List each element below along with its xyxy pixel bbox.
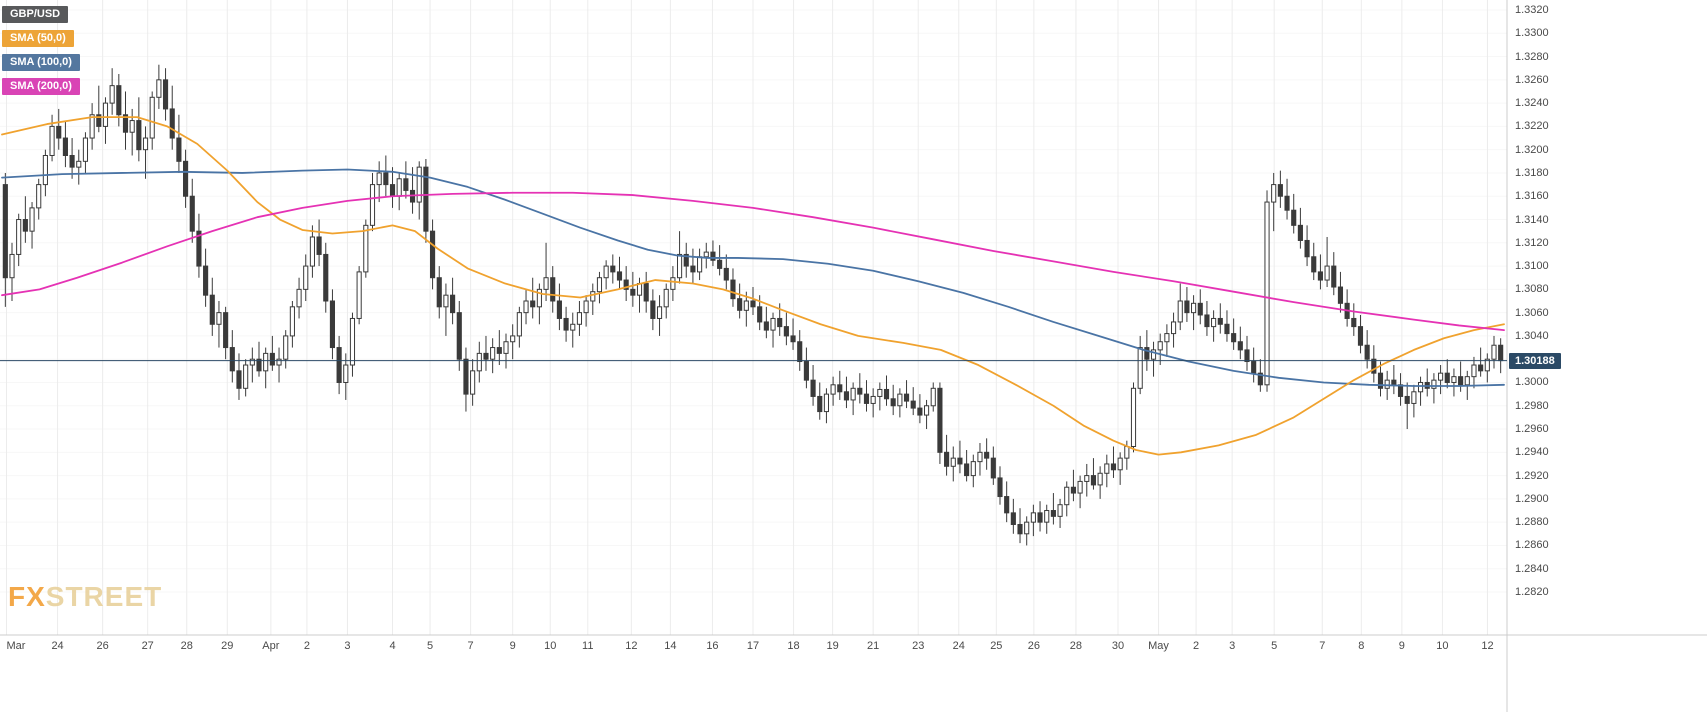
time-axis-label: 2	[1193, 640, 1200, 652]
time-axis-month-label: May	[1148, 640, 1169, 652]
chart-legend: GBP/USD SMA (50,0) SMA (100,0) SMA (200,…	[2, 6, 80, 95]
time-axis-label: 7	[1319, 640, 1326, 652]
time-axis-label: 29	[221, 640, 234, 652]
time-axis-label: 3	[344, 640, 351, 652]
price-axis-label: 1.3260	[1515, 73, 1549, 86]
time-axis-label: 9	[509, 640, 516, 652]
price-axis-label: 1.3220	[1515, 120, 1549, 133]
time-axis-label: 11	[582, 640, 594, 652]
price-axis-label: 1.3240	[1515, 97, 1549, 110]
time-axis-label: 23	[912, 640, 925, 652]
price-axis-label: 1.3000	[1515, 376, 1549, 389]
price-axis-label: 1.3320	[1515, 4, 1549, 16]
price-axis-label: 1.2920	[1515, 469, 1549, 482]
time-axis-label: 5	[1271, 640, 1278, 652]
price-axis-label: 1.3160	[1515, 190, 1549, 203]
time-axis-label: 24	[51, 640, 64, 652]
time-axis-label: 14	[664, 640, 677, 652]
time-axis-month-label: Mar	[6, 640, 26, 652]
price-axis-label: 1.3040	[1515, 329, 1549, 342]
time-axis-label: 26	[96, 640, 109, 652]
time-axis-label: 3	[1229, 640, 1236, 652]
time-axis-label: 17	[746, 640, 760, 652]
time-axis-label: 26	[1027, 640, 1040, 652]
price-axis-label: 1.2980	[1515, 399, 1549, 412]
price-axis-label: 1.2860	[1515, 539, 1549, 552]
time-axis-label: 8	[1358, 640, 1365, 652]
price-axis-label: 1.2900	[1515, 492, 1549, 505]
price-axis-label: 1.2820	[1515, 586, 1549, 598]
fxstreet-logo: FXSTREET	[8, 582, 162, 612]
time-axis-label: 27	[141, 640, 154, 652]
price-axis-label: 1.3300	[1515, 27, 1549, 40]
time-axis-label: 24	[952, 640, 965, 652]
fxstreet-logo-fx: FX	[8, 581, 46, 612]
price-axis-label: 1.2960	[1515, 423, 1549, 436]
time-axis-label: 25	[990, 640, 1003, 652]
time-axis-label: 12	[625, 640, 638, 652]
time-axis-label: 7	[467, 640, 474, 652]
price-axis-label: 1.3080	[1515, 283, 1549, 296]
fxstreet-logo-street: STREET	[45, 581, 163, 612]
current-price-label: 1.30188	[1509, 352, 1561, 369]
price-axis-label: 1.2940	[1515, 446, 1549, 459]
price-axis-label: 1.3200	[1515, 143, 1549, 156]
price-axis-label: 1.3180	[1515, 166, 1549, 179]
time-axis-label: 28	[180, 640, 193, 652]
time-axis-label: 18	[787, 640, 800, 652]
price-axis-label: 1.3280	[1515, 50, 1549, 63]
time-axis-label: 28	[1069, 640, 1083, 652]
time-axis-label: 2	[303, 640, 310, 652]
legend-sma50-badge[interactable]: SMA (50,0)	[2, 30, 74, 47]
price-axis-label: 1.3100	[1515, 260, 1549, 273]
time-axis-label: 21	[867, 640, 880, 652]
time-axis-label: 5	[427, 640, 434, 652]
price-axis-label: 1.3120	[1515, 236, 1549, 249]
time-axis-label: 10	[544, 640, 557, 652]
symbol-badge[interactable]: GBP/USD	[2, 6, 69, 23]
legend-sma200-badge[interactable]: SMA (200,0)	[2, 78, 80, 95]
time-axis[interactable]: Mar 24 26 27 28 29 Apr 2 3 4 5 7 9 10 11 12 14 16 17 18 19 21…	[0, 640, 1507, 660]
time-axis-label: 4	[389, 640, 396, 652]
time-axis-label: 16	[706, 640, 719, 652]
time-axis-label: 9	[1398, 640, 1405, 652]
time-axis-label: 30	[1111, 640, 1125, 652]
price-axis-label: 1.2840	[1515, 562, 1549, 575]
price-axis-label: 1.2880	[1515, 516, 1549, 529]
legend-sma100-badge[interactable]: SMA (100,0)	[2, 54, 80, 71]
price-axis[interactable]: 1.3320 1.3300 1.3280 1.3260 1.3240 1.3220 1.32…	[1513, 0, 1703, 640]
price-axis-label: 1.3140	[1515, 213, 1549, 226]
time-axis-label: 12	[1481, 640, 1494, 652]
time-axis-label: 19	[826, 640, 839, 652]
time-axis-month-label: Apr	[262, 640, 280, 652]
price-axis-label: 1.3060	[1515, 306, 1549, 319]
time-axis-label: 10	[1436, 640, 1449, 652]
